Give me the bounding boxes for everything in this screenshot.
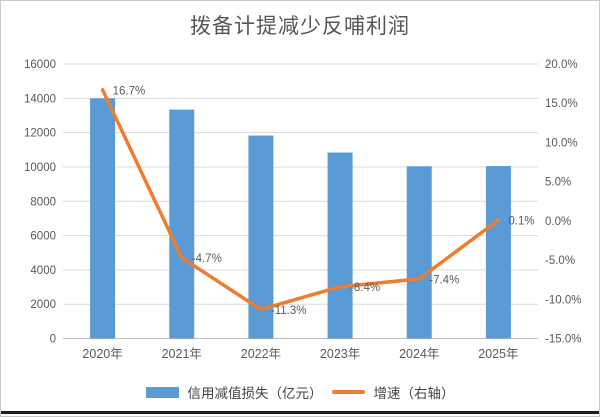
x-axis-label: 2024年 [399, 347, 439, 361]
bar-2024年 [406, 166, 432, 339]
chart-title: 拨备计提减少反哺利润 [190, 14, 410, 38]
x-axis-label: 2025年 [478, 347, 518, 361]
right-axis-tick: 10.0% [545, 137, 578, 149]
left-axis-tick: 16000 [24, 59, 56, 71]
left-axis-tick: 12000 [24, 128, 56, 140]
right-axis-tick: 15.0% [545, 98, 578, 110]
left-axis-tick: 6000 [30, 231, 56, 243]
x-axis-label: 2023年 [320, 347, 360, 361]
bottom-divider [1, 411, 599, 414]
chart-legend: 信用减值损失（亿元） 增速（右轴） [1, 382, 599, 402]
right-axis-tick: -10.0% [545, 294, 581, 306]
bar-series-swatch [145, 386, 179, 398]
line-data-label: -7.4% [429, 274, 459, 286]
left-axis-tick: 2000 [30, 299, 56, 311]
bar-2025年 [485, 166, 511, 339]
bar-2021年 [169, 109, 195, 339]
bar-2023年 [327, 152, 353, 339]
line-series-swatch [331, 390, 365, 394]
bar-2020年 [90, 98, 116, 339]
bar-series-legend-label: 信用减值损失（亿元） [187, 386, 323, 402]
line-data-label: -11.3% [271, 305, 307, 317]
line-series-legend-label: 增速（右轴） [373, 386, 455, 402]
left-axis-tick: 0 [50, 334, 56, 346]
right-axis-tick: -15.0% [545, 334, 581, 346]
left-axis-tick: 4000 [30, 265, 56, 277]
left-axis-tick: 14000 [24, 93, 56, 105]
right-axis-tick: 0.0% [545, 216, 571, 228]
left-axis-tick: 8000 [30, 196, 56, 208]
right-axis-tick: 5.0% [545, 177, 571, 189]
right-axis-tick: -5.0% [545, 255, 575, 267]
x-axis-label: 2020年 [82, 347, 122, 361]
x-axis-label: 2021年 [162, 347, 202, 361]
left-axis-tick: 10000 [24, 162, 56, 174]
line-data-label: 16.7% [113, 85, 146, 97]
right-axis-tick: 20.0% [545, 59, 578, 71]
line-data-label: -8.4% [350, 282, 380, 294]
line-data-label: 0.1% [508, 216, 534, 228]
line-data-label: -4.7% [192, 253, 222, 265]
growth-line [100, 88, 501, 312]
x-axis-label: 2022年 [241, 347, 281, 361]
